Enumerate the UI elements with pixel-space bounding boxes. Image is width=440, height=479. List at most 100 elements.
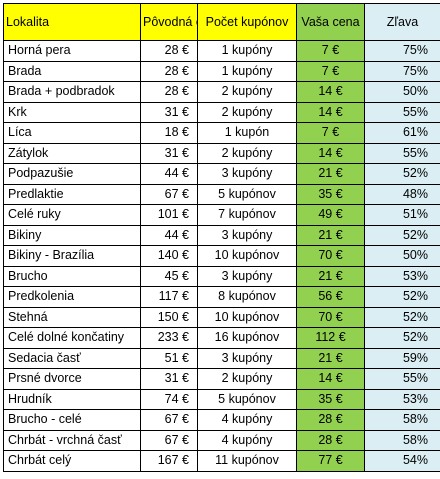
cell-povodna-cena: 28 € — [140, 40, 198, 62]
table-row: Bikiny - Brazília 140 €10 kupónov 70 €50% — [3, 245, 440, 267]
cell-pocet-kuponov: 11 kupónov — [197, 450, 297, 472]
cell-lokalita: Hrudník — [3, 388, 141, 410]
cell-vasa-cena: 112 € — [296, 327, 365, 349]
cell-zlava: 50% — [364, 81, 440, 103]
cell-lokalita: Chrbát - vrchná časť — [3, 429, 141, 451]
table-row: Hrudník 74 €5 kupónov 35 €53% — [3, 388, 440, 410]
cell-vasa-cena: 56 € — [296, 286, 365, 308]
cell-lokalita: Brucho — [3, 265, 141, 287]
cell-povodna-cena: 31 € — [140, 142, 198, 164]
cell-lokalita: Celé ruky — [3, 204, 141, 226]
cell-pocet-kuponov: 10 kupónov — [197, 306, 297, 328]
cell-lokalita: Zátylok — [3, 142, 141, 164]
cell-lokalita: Celé dolné končatiny — [3, 327, 141, 349]
cell-pocet-kuponov: 7 kupónov — [197, 204, 297, 226]
cell-pocet-kuponov: 3 kupóny — [197, 163, 297, 185]
cell-vasa-cena: 28 € — [296, 429, 365, 451]
table-row: Predkolenia 117 €8 kupónov 56 €52% — [3, 286, 440, 308]
cell-zlava: 61% — [364, 122, 440, 144]
cell-vasa-cena: 77 € — [296, 450, 365, 472]
table-row: Chrbát celý 167 €11 kupónov 77 €54% — [3, 450, 440, 472]
cell-lokalita: Podpazušie — [3, 163, 141, 185]
cell-zlava: 53% — [364, 265, 440, 287]
cell-lokalita: Sedacia časť — [3, 347, 141, 369]
table-row: Brada 28 €1 kupóny 7 €75% — [3, 60, 440, 82]
cell-povodna-cena: 28 € — [140, 81, 198, 103]
cell-lokalita: Bikiny — [3, 224, 141, 246]
cell-povodna-cena: 45 € — [140, 265, 198, 287]
cell-zlava: 55% — [364, 368, 440, 390]
cell-zlava: 58% — [364, 409, 440, 431]
cell-lokalita: Brada — [3, 60, 141, 82]
cell-pocet-kuponov: 1 kupóny — [197, 40, 297, 62]
cell-zlava: 52% — [364, 224, 440, 246]
table-row: Prsné dvorce 31 €2 kupóny 14 €55% — [3, 368, 440, 390]
cell-lokalita: Brada + podbradok — [3, 81, 141, 103]
cell-vasa-cena: 35 € — [296, 388, 365, 410]
cell-zlava: 54% — [364, 450, 440, 472]
table-row: Líca 18 €1 kupón 7 €61% — [3, 122, 440, 144]
cell-povodna-cena: 31 € — [140, 368, 198, 390]
cell-pocet-kuponov: 3 kupóny — [197, 224, 297, 246]
cell-zlava: 55% — [364, 101, 440, 123]
cell-pocet-kuponov: 4 kupóny — [197, 429, 297, 451]
cell-lokalita: Predkolenia — [3, 286, 141, 308]
cell-povodna-cena: 67 € — [140, 409, 198, 431]
cell-lokalita: Krk — [3, 101, 141, 123]
cell-povodna-cena: 67 € — [140, 183, 198, 205]
cell-zlava: 75% — [364, 60, 440, 82]
cell-povodna-cena: 117 € — [140, 286, 198, 308]
cell-vasa-cena: 21 € — [296, 265, 365, 287]
cell-zlava: 58% — [364, 429, 440, 451]
table-row: Krk 31 €2 kupóny 14 €55% — [3, 101, 440, 123]
cell-povodna-cena: 67 € — [140, 429, 198, 451]
cell-vasa-cena: 14 € — [296, 81, 365, 103]
cell-povodna-cena: 233 € — [140, 327, 198, 349]
cell-vasa-cena: 70 € — [296, 245, 365, 267]
cell-lokalita: Stehná — [3, 306, 141, 328]
price-table: Lokalita Pôvodná cena Počet kupónov Vaša… — [3, 3, 440, 472]
cell-zlava: 50% — [364, 245, 440, 267]
cell-vasa-cena: 21 € — [296, 163, 365, 185]
cell-vasa-cena: 14 € — [296, 142, 365, 164]
cell-zlava: 59% — [364, 347, 440, 369]
cell-lokalita: Brucho - celé — [3, 409, 141, 431]
cell-povodna-cena: 140 € — [140, 245, 198, 267]
header-povodna-cena: Pôvodná cena — [140, 3, 198, 41]
header-lokalita: Lokalita — [3, 3, 141, 41]
cell-pocet-kuponov: 1 kupóny — [197, 60, 297, 82]
cell-povodna-cena: 44 € — [140, 163, 198, 185]
cell-pocet-kuponov: 3 kupóny — [197, 265, 297, 287]
cell-zlava: 52% — [364, 163, 440, 185]
table-row: Horná pera 28 €1 kupóny 7 €75% — [3, 40, 440, 62]
cell-zlava: 75% — [364, 40, 440, 62]
cell-povodna-cena: 28 € — [140, 60, 198, 82]
cell-vasa-cena: 14 € — [296, 368, 365, 390]
header-pocet-kuponov: Počet kupónov — [197, 3, 297, 41]
cell-lokalita: Prsné dvorce — [3, 368, 141, 390]
cell-lokalita: Líca — [3, 122, 141, 144]
cell-pocet-kuponov: 2 kupóny — [197, 101, 297, 123]
cell-pocet-kuponov: 2 kupóny — [197, 81, 297, 103]
cell-povodna-cena: 18 € — [140, 122, 198, 144]
header-row: Lokalita Pôvodná cena Počet kupónov Vaša… — [3, 3, 440, 41]
table-row: Sedacia časť 51 €3 kupóny 21 €59% — [3, 347, 440, 369]
table-row: Brucho 45 €3 kupóny 21 €53% — [3, 265, 440, 287]
header-zlava: Zľava — [364, 3, 440, 41]
table-row: Bikiny 44 €3 kupóny 21 €52% — [3, 224, 440, 246]
table-row: Zátylok 31 €2 kupóny 14 €55% — [3, 142, 440, 164]
table-row: Chrbát - vrchná časť 67 €4 kupóny 28 €58% — [3, 429, 440, 451]
cell-pocet-kuponov: 1 kupón — [197, 122, 297, 144]
cell-povodna-cena: 150 € — [140, 306, 198, 328]
table-row: Brada + podbradok 28 €2 kupóny 14 €50% — [3, 81, 440, 103]
cell-vasa-cena: 28 € — [296, 409, 365, 431]
cell-zlava: 52% — [364, 286, 440, 308]
cell-vasa-cena: 49 € — [296, 204, 365, 226]
cell-zlava: 55% — [364, 142, 440, 164]
cell-lokalita: Bikiny - Brazília — [3, 245, 141, 267]
cell-vasa-cena: 70 € — [296, 306, 365, 328]
table-row: Celé dolné končatiny 233 €16 kupónov 112 €… — [3, 327, 440, 349]
cell-vasa-cena: 35 € — [296, 183, 365, 205]
table-row: Stehná 150 €10 kupónov 70 €52% — [3, 306, 440, 328]
cell-zlava: 52% — [364, 327, 440, 349]
